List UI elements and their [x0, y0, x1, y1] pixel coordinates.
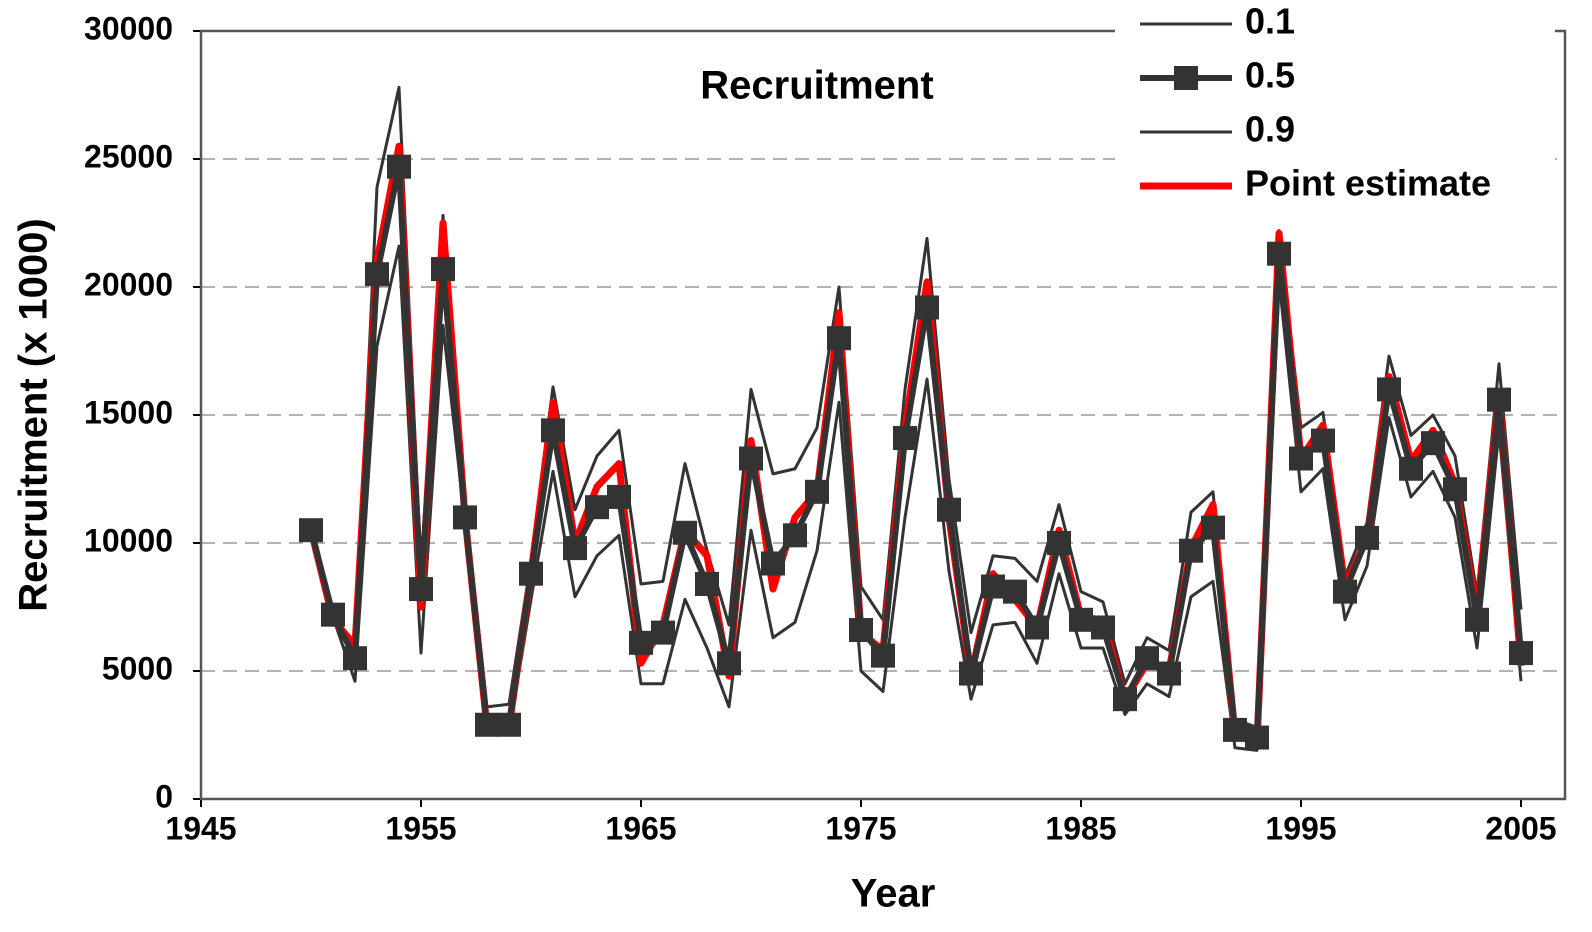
- marker: [321, 602, 345, 627]
- marker: [1003, 579, 1027, 604]
- marker: [475, 712, 499, 737]
- y-tick-label: 30000: [84, 10, 173, 46]
- marker: [497, 712, 521, 737]
- marker: [1223, 717, 1247, 742]
- marker: [739, 446, 763, 471]
- chart-title: Recruitment: [700, 64, 933, 108]
- y-tick-label: 10000: [84, 522, 173, 558]
- marker: [1465, 607, 1489, 632]
- marker: [1443, 477, 1467, 502]
- marker: [695, 571, 719, 596]
- plot-frame: [199, 29, 1567, 801]
- marker: [761, 551, 785, 576]
- marker: [893, 426, 917, 451]
- marker: [1355, 525, 1379, 550]
- x-axis-label: Year: [851, 872, 936, 916]
- marker: [1069, 607, 1093, 632]
- marker: [409, 577, 433, 602]
- x-tick-label: 1945: [165, 810, 236, 846]
- legend-label: Point estimate: [1245, 163, 1491, 204]
- legend-label: 0.1: [1245, 1, 1295, 42]
- marker: [783, 523, 807, 548]
- y-tick-label: 5000: [102, 650, 173, 686]
- marker: [981, 574, 1005, 599]
- marker: [1245, 725, 1269, 750]
- marker: [915, 295, 939, 320]
- y-tick-label: 25000: [84, 138, 173, 174]
- marker: [431, 257, 455, 282]
- marker: [673, 520, 697, 545]
- marker: [299, 518, 323, 543]
- legend-label: 0.5: [1245, 55, 1295, 96]
- marker: [563, 536, 587, 561]
- marker: [1509, 641, 1533, 666]
- marker: [585, 495, 609, 520]
- y-axis-label: Recruitment (x 1000): [12, 218, 56, 611]
- marker: [1399, 456, 1423, 481]
- legend-label: 0.9: [1245, 109, 1295, 150]
- marker: [937, 497, 961, 522]
- legend-marker: [1174, 66, 1198, 90]
- x-tick-label: 1995: [1265, 810, 1336, 846]
- marker: [1333, 579, 1357, 604]
- marker: [1487, 387, 1511, 412]
- legend-box: [1115, 0, 1555, 212]
- x-tick-label: 1965: [605, 810, 676, 846]
- marker: [1201, 515, 1225, 540]
- marker: [1267, 241, 1291, 266]
- x-tick-label: 1955: [385, 810, 456, 846]
- x-tick-label: 1985: [1045, 810, 1116, 846]
- y-tick-label: 20000: [84, 266, 173, 302]
- marker: [1113, 687, 1137, 712]
- marker: [1135, 646, 1159, 671]
- marker: [607, 484, 631, 509]
- marker: [387, 154, 411, 179]
- marker: [1311, 428, 1335, 453]
- marker: [629, 630, 653, 655]
- marker: [871, 643, 895, 668]
- marker: [1179, 538, 1203, 563]
- marker: [651, 620, 675, 645]
- marker: [1289, 446, 1313, 471]
- marker: [1025, 615, 1049, 640]
- marker: [519, 561, 543, 586]
- marker: [717, 651, 741, 676]
- marker: [827, 326, 851, 351]
- marker: [1047, 531, 1071, 555]
- marker: [849, 618, 873, 643]
- marker: [959, 661, 983, 686]
- marker: [453, 505, 477, 530]
- marker: [1157, 661, 1181, 686]
- marker: [343, 646, 367, 671]
- y-tick-label: 15000: [84, 394, 173, 430]
- marker: [1377, 377, 1401, 402]
- marker: [541, 418, 565, 443]
- x-tick-label: 1975: [825, 810, 896, 846]
- marker: [1421, 431, 1445, 456]
- marker: [805, 479, 829, 504]
- marker: [1091, 615, 1115, 640]
- marker: [365, 262, 389, 287]
- y-tick-label: 0: [155, 778, 173, 814]
- x-tick-label: 2005: [1485, 810, 1556, 846]
